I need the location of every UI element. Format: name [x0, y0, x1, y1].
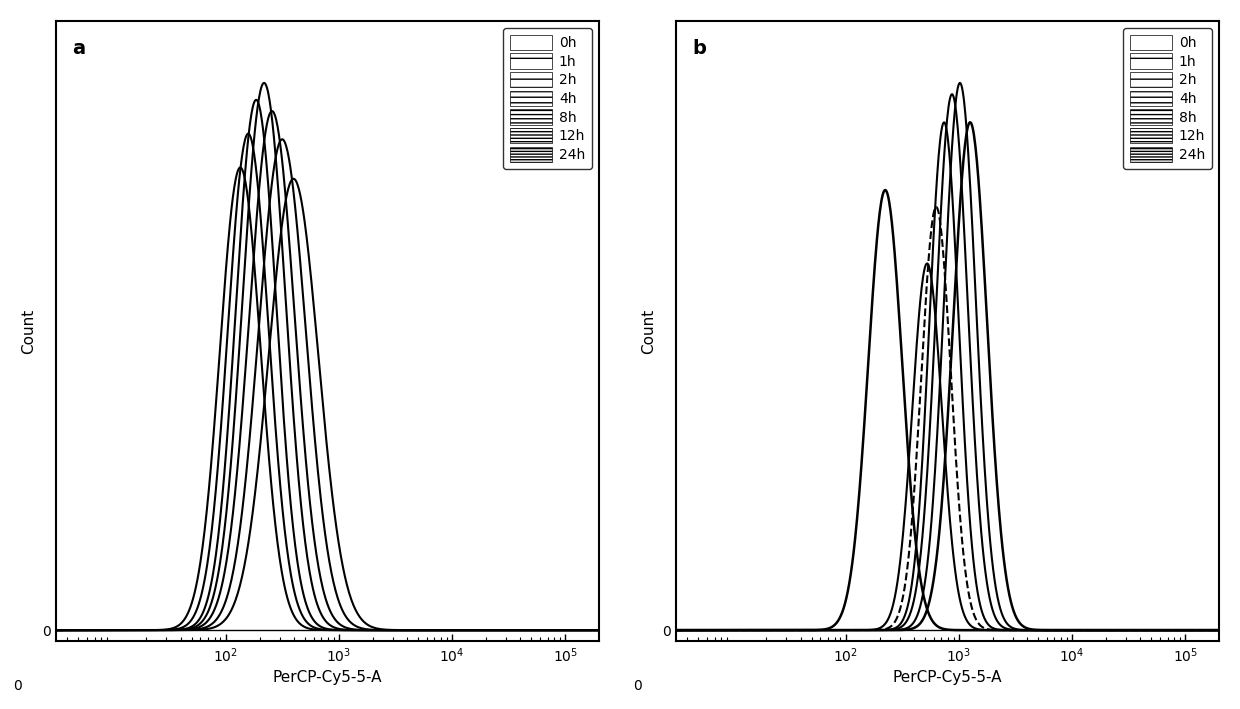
Text: 0: 0 [634, 679, 642, 693]
Legend: 0h, 1h, 2h, 4h, 8h, 12h, 24h: 0h, 1h, 2h, 4h, 8h, 12h, 24h [1123, 28, 1213, 169]
X-axis label: PerCP-Cy5-5-A: PerCP-Cy5-5-A [893, 671, 1002, 686]
Text: 0: 0 [14, 679, 22, 693]
Y-axis label: Count: Count [21, 308, 37, 354]
X-axis label: PerCP-Cy5-5-A: PerCP-Cy5-5-A [273, 671, 382, 686]
Y-axis label: Count: Count [641, 308, 657, 354]
Text: a: a [72, 40, 86, 58]
Legend: 0h, 1h, 2h, 4h, 8h, 12h, 24h: 0h, 1h, 2h, 4h, 8h, 12h, 24h [503, 28, 593, 169]
Text: b: b [692, 40, 706, 58]
